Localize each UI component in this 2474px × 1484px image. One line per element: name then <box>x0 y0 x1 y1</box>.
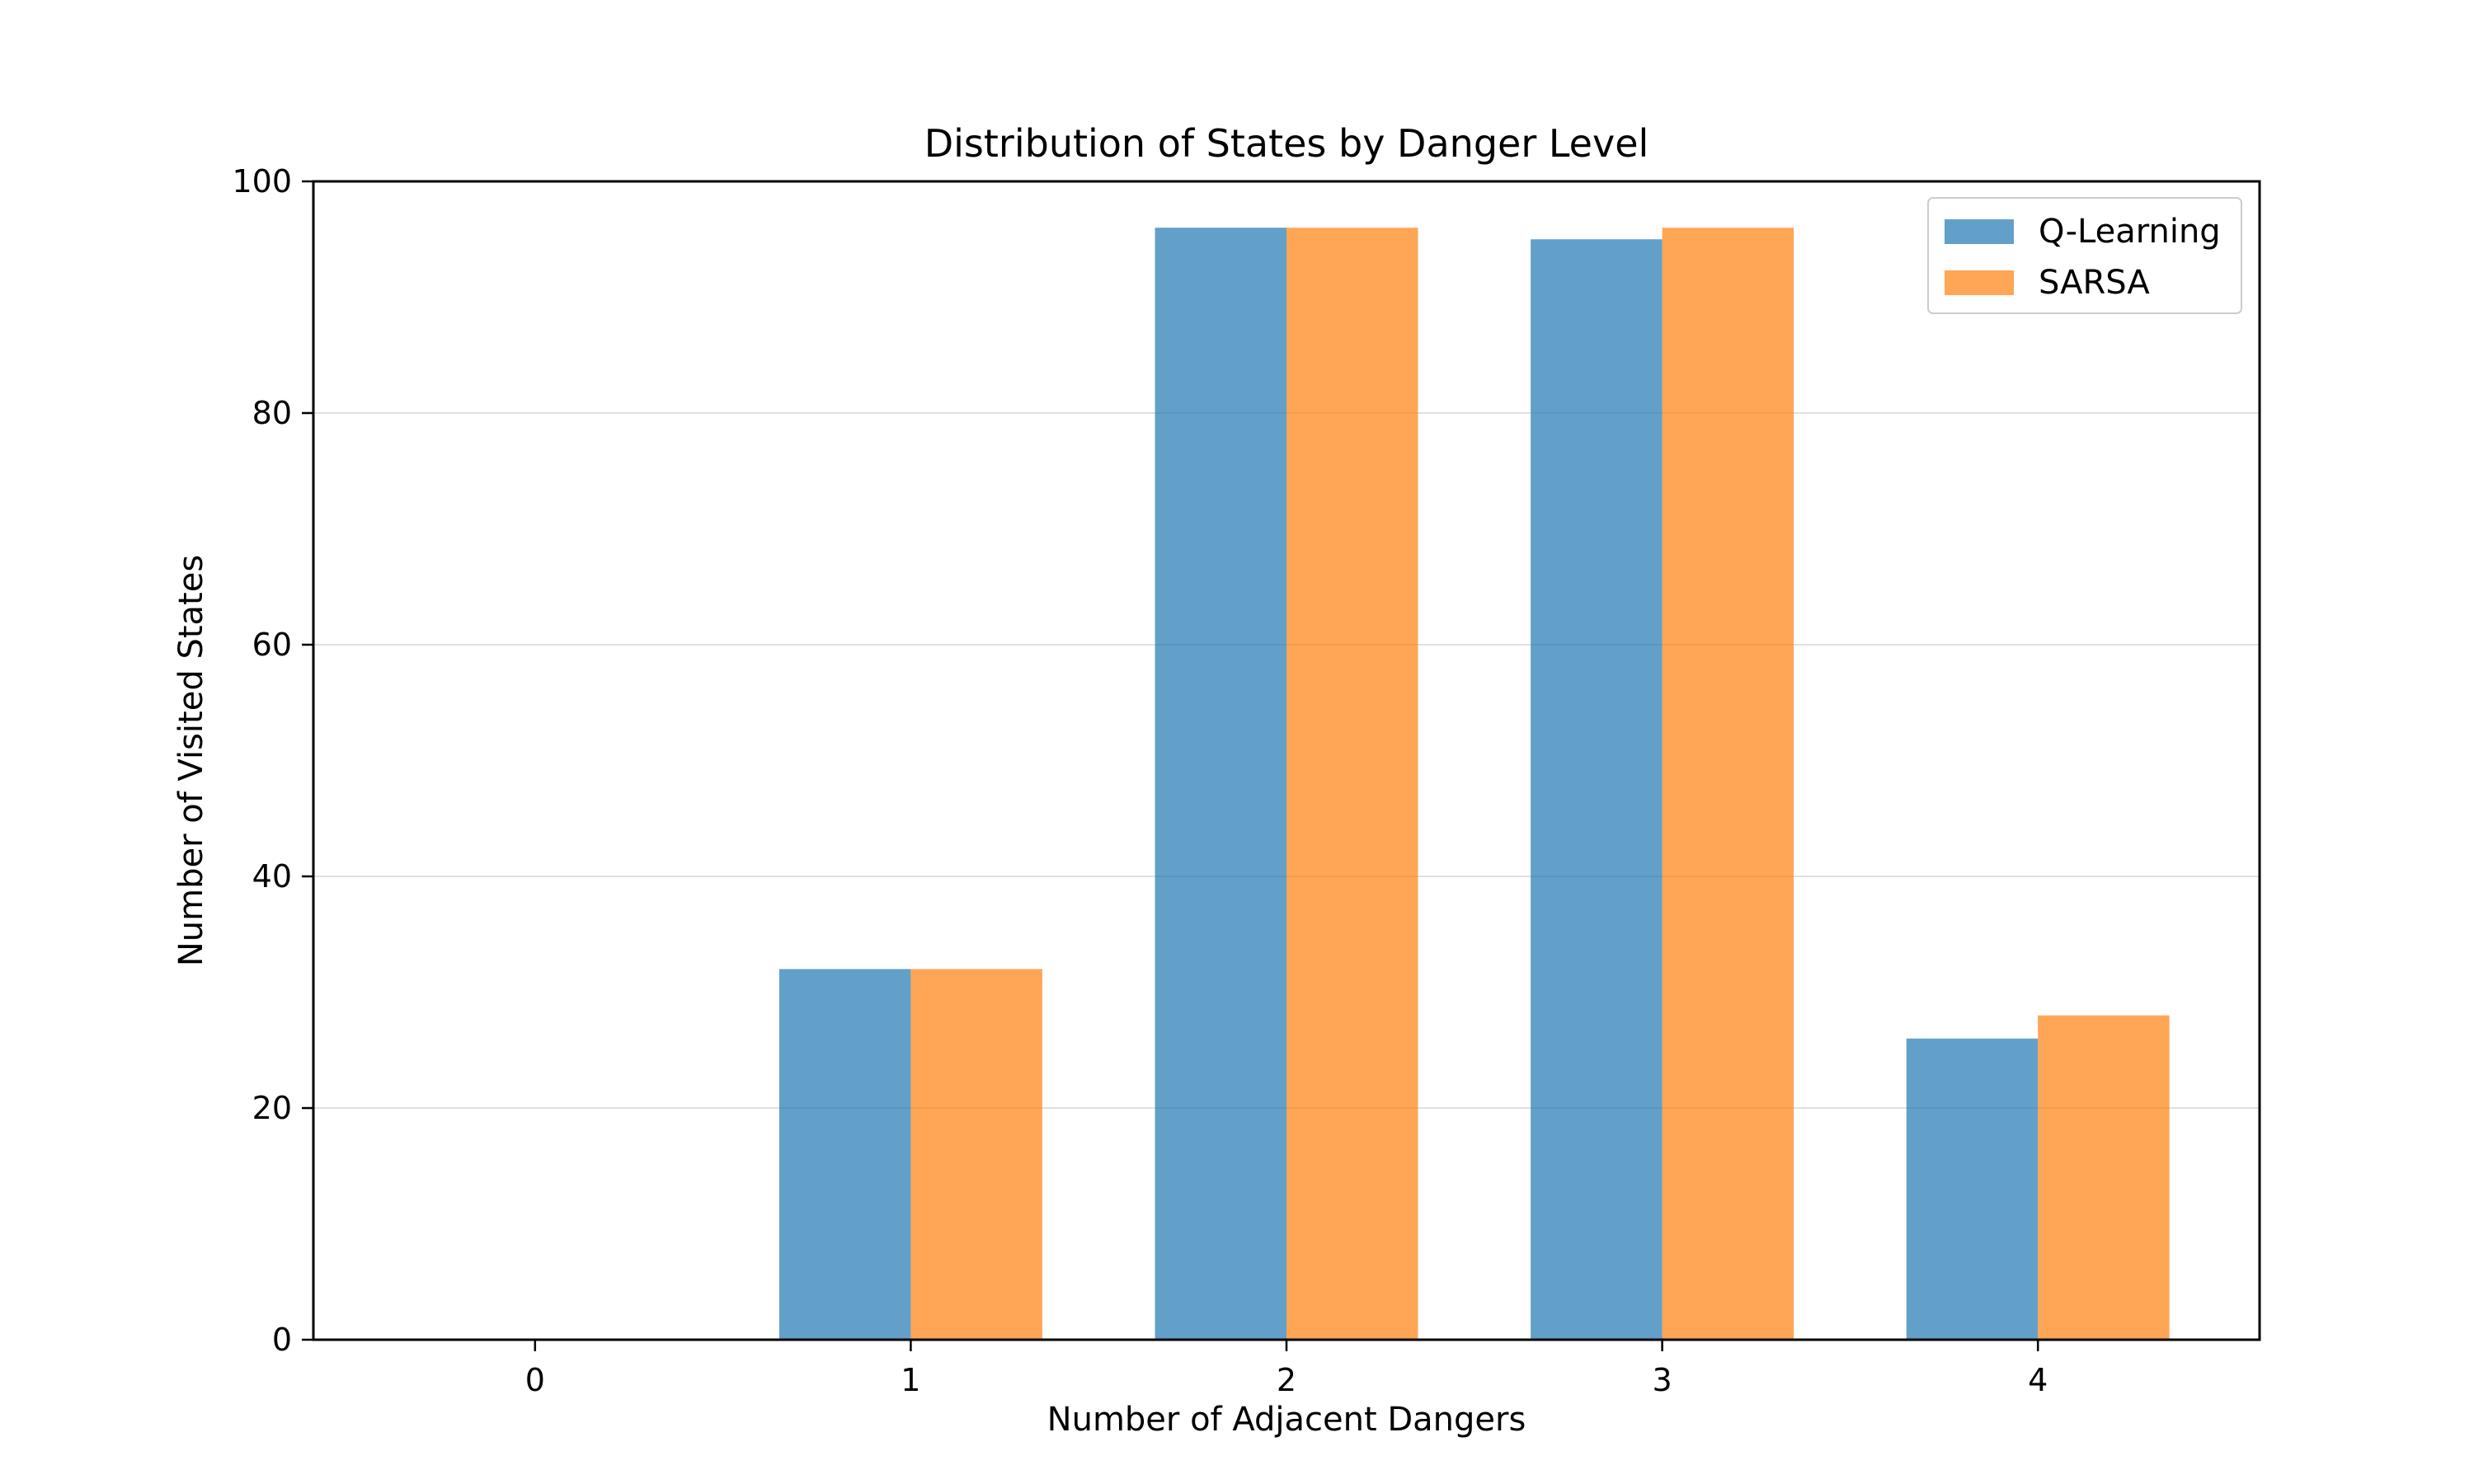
y-tick-label: 0 <box>272 1322 292 1358</box>
y-axis-label: Number of Visited States <box>172 555 210 966</box>
legend-swatch-q-learning <box>1945 219 2014 244</box>
bar-q-learning-4 <box>1906 1038 2039 1340</box>
y-tick-label: 20 <box>252 1090 292 1126</box>
y-tick-label: 60 <box>252 627 292 663</box>
legend: Q-Learning SARSA <box>1927 197 2242 314</box>
bar-sarsa-4 <box>2038 1015 2170 1340</box>
legend-swatch-sarsa <box>1945 270 2014 295</box>
x-tick-label: 2 <box>1277 1362 1296 1398</box>
bar-sarsa-1 <box>910 969 1042 1340</box>
y-tick-label: 80 <box>252 395 292 431</box>
x-tick-label: 4 <box>2028 1362 2048 1398</box>
ticks-layer: 0 20 40 60 80 100 0 1 2 3 4 <box>232 163 2048 1398</box>
legend-label-sarsa: SARSA <box>2039 264 2150 302</box>
bars-layer <box>778 228 2170 1341</box>
bar-q-learning-2 <box>1155 228 1286 1341</box>
x-tick-label: 0 <box>525 1362 545 1398</box>
chart-title: Distribution of States by Danger Level <box>924 121 1649 166</box>
x-tick-label: 3 <box>1653 1362 1672 1398</box>
bar-q-learning-1 <box>778 969 911 1340</box>
y-tick-label: 100 <box>232 163 292 200</box>
x-tick-label: 1 <box>901 1362 920 1398</box>
bar-q-learning-3 <box>1531 239 1663 1340</box>
x-axis-label: Number of Adjacent Dangers <box>1047 1401 1526 1439</box>
bar-sarsa-2 <box>1286 228 1418 1341</box>
bar-sarsa-3 <box>1662 228 1794 1341</box>
legend-label-q-learning: Q-Learning <box>2039 213 2221 251</box>
y-tick-label: 40 <box>252 858 292 895</box>
